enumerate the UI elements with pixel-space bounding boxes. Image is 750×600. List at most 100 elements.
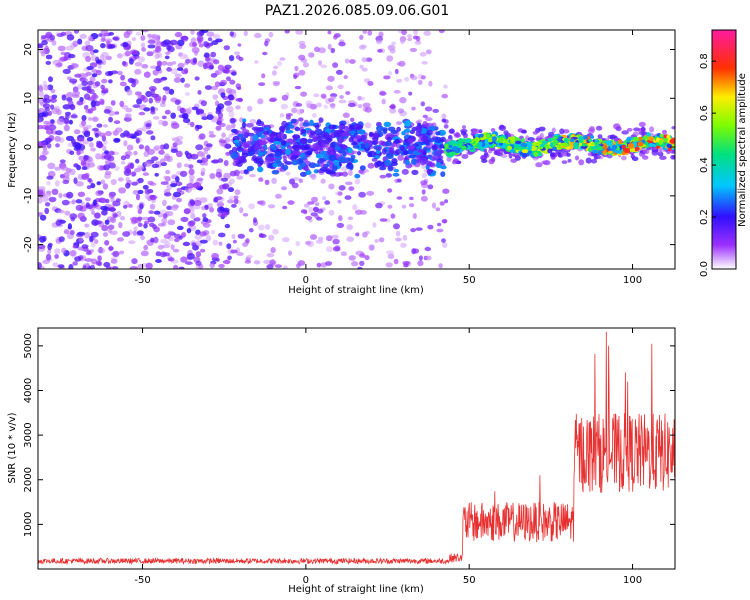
heatmap-cell	[314, 46, 320, 53]
heatmap-cell	[412, 213, 417, 219]
heatmap-cell	[350, 117, 355, 123]
heatmap-cell	[167, 230, 175, 236]
heatmap-cell	[94, 212, 101, 219]
heatmap-cell	[348, 186, 355, 191]
heatmap-cell	[621, 144, 626, 149]
heatmap-cell	[104, 170, 112, 176]
heatmap-cell	[151, 156, 159, 161]
heatmap-cell	[129, 266, 138, 269]
heatmap-cell	[259, 200, 266, 207]
heatmap-cell	[596, 125, 603, 131]
y-tick-label: 2000	[23, 467, 34, 492]
heatmap-cell	[217, 64, 224, 71]
heatmap-cell	[60, 166, 69, 171]
heatmap-cell	[119, 81, 127, 87]
heatmap-cell	[45, 54, 53, 60]
heatmap-cell	[225, 124, 232, 131]
heatmap-cell	[47, 249, 52, 254]
heatmap-cell	[330, 47, 336, 54]
heatmap-cell	[415, 227, 423, 231]
heatmap-cell	[69, 104, 76, 111]
heatmap-y-axis-label: Frequency (Hz)	[7, 112, 18, 188]
heatmap-cell	[293, 74, 298, 80]
heatmap-cell	[38, 189, 44, 195]
heatmap-cell	[323, 131, 330, 139]
heatmap-cell	[671, 144, 675, 149]
heatmap-cell	[281, 120, 288, 128]
heatmap-cell	[101, 209, 108, 216]
heatmap-cell	[228, 133, 233, 139]
heatmap-cell	[281, 140, 287, 146]
heatmap-cell	[56, 118, 65, 125]
heatmap-cell	[68, 264, 74, 269]
heatmap-cell	[84, 223, 90, 228]
heatmap-cell	[242, 118, 247, 123]
heatmap-cell	[397, 154, 404, 161]
heatmap-cell	[145, 130, 154, 135]
heatmap-cell	[257, 98, 264, 105]
heatmap-cell	[109, 206, 116, 212]
heatmap-cell	[150, 88, 155, 95]
heatmap-cell	[41, 150, 50, 156]
heatmap-cell	[38, 244, 46, 250]
heatmap-cell	[153, 78, 162, 84]
heatmap-cell	[332, 62, 339, 68]
heatmap-cell	[209, 262, 215, 269]
heatmap-cell	[172, 248, 180, 253]
heatmap-cell	[155, 251, 161, 257]
heatmap-cell	[137, 263, 144, 269]
heatmap-cell	[227, 187, 235, 193]
heatmap-cell	[167, 219, 176, 226]
heatmap-cell	[597, 134, 603, 139]
heatmap-cell	[116, 237, 124, 242]
x-tick-label: 50	[463, 275, 476, 286]
heatmap-cell	[277, 133, 285, 139]
heatmap-cell	[43, 84, 49, 91]
heatmap-cell	[55, 143, 60, 148]
heatmap-cell	[379, 218, 388, 222]
heatmap-cell	[440, 171, 446, 178]
heatmap-cell	[241, 121, 247, 128]
heatmap-cell	[312, 135, 319, 141]
heatmap-cell	[165, 211, 174, 217]
heatmap-cell	[50, 104, 55, 110]
heatmap-cell	[418, 255, 423, 261]
y-tick-label: 0	[23, 144, 34, 150]
heatmap-cell	[81, 120, 86, 127]
heatmap-cell	[91, 94, 99, 100]
heatmap-cell	[88, 117, 93, 121]
heatmap-cell	[375, 202, 383, 209]
heatmap-cell	[44, 202, 51, 207]
heatmap-cell	[621, 155, 627, 161]
heatmap-cell	[62, 179, 70, 185]
heatmap-cell	[640, 127, 646, 132]
heatmap-cell	[356, 135, 361, 140]
heatmap-cell	[98, 33, 103, 37]
heatmap-cell	[420, 180, 428, 186]
heatmap-cell	[199, 109, 205, 114]
heatmap-cell	[57, 209, 65, 214]
heatmap-cell	[137, 216, 143, 221]
heatmap-cell	[175, 176, 180, 183]
heatmap-cell	[204, 161, 209, 166]
heatmap-cell	[338, 125, 343, 130]
heatmap-cell	[151, 34, 156, 39]
heatmap-cell	[202, 217, 209, 222]
heatmap-cell	[483, 151, 489, 158]
heatmap-cell	[299, 43, 307, 50]
heatmap-cell	[100, 30, 109, 36]
heatmap-cell	[38, 262, 42, 269]
heatmap-cell	[209, 173, 216, 180]
heatmap-cell	[69, 150, 75, 155]
heatmap-cell	[458, 143, 463, 149]
heatmap-cell	[93, 100, 101, 107]
heatmap-cell	[76, 137, 85, 142]
heatmap-cell	[330, 141, 336, 148]
heatmap-cell	[224, 223, 231, 229]
heatmap-cell	[212, 94, 219, 100]
heatmap-cell	[282, 164, 289, 171]
heatmap-cell	[389, 107, 397, 114]
heatmap-cell	[66, 34, 75, 41]
heatmap-cell	[431, 145, 438, 151]
heatmap-cell	[539, 144, 546, 147]
